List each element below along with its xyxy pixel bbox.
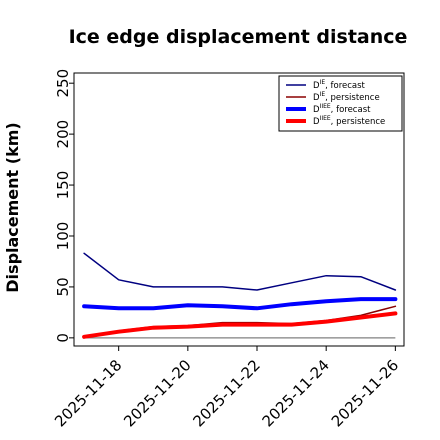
chart-title: Ice edge displacement distance <box>68 26 408 48</box>
series-line-3 <box>82 297 398 311</box>
y-tick-label-100: 100 <box>54 222 72 251</box>
x-axis: 2025-11-182025-11-202025-11-222025-11-24… <box>51 346 402 430</box>
y-tick-label-0: 0 <box>54 333 72 343</box>
x-tick-label-2025-11-24: 2025-11-24 <box>259 356 333 430</box>
y-tick-label-250: 250 <box>54 69 72 98</box>
y-tick-label-200: 200 <box>54 120 72 149</box>
legend-label-2: DIE, persistence <box>313 91 380 103</box>
legend-label-3: DIIEE, forecast <box>313 103 371 115</box>
series-line-4 <box>82 311 398 339</box>
y-tick-label-150: 150 <box>54 171 72 200</box>
series-line-2 <box>83 305 397 339</box>
series-layer <box>82 252 398 339</box>
x-tick-label-2025-11-18: 2025-11-18 <box>51 356 125 430</box>
y-axis: 0 50 100 150 200 250 <box>54 69 74 343</box>
series-line-1 <box>83 252 397 291</box>
y-tick-label-50: 50 <box>54 277 72 296</box>
x-tick-label-2025-11-22: 2025-11-22 <box>189 356 263 430</box>
x-tick-label-2025-11-26: 2025-11-26 <box>328 356 402 430</box>
legend-label-1: DIE, forecast <box>313 79 366 91</box>
legend-label-4: DIIEE, persistence <box>313 115 385 127</box>
y-axis-label: Displacement (km) <box>3 122 22 292</box>
x-tick-label-2025-11-20: 2025-11-20 <box>120 356 194 430</box>
plot-frame <box>73 72 405 347</box>
